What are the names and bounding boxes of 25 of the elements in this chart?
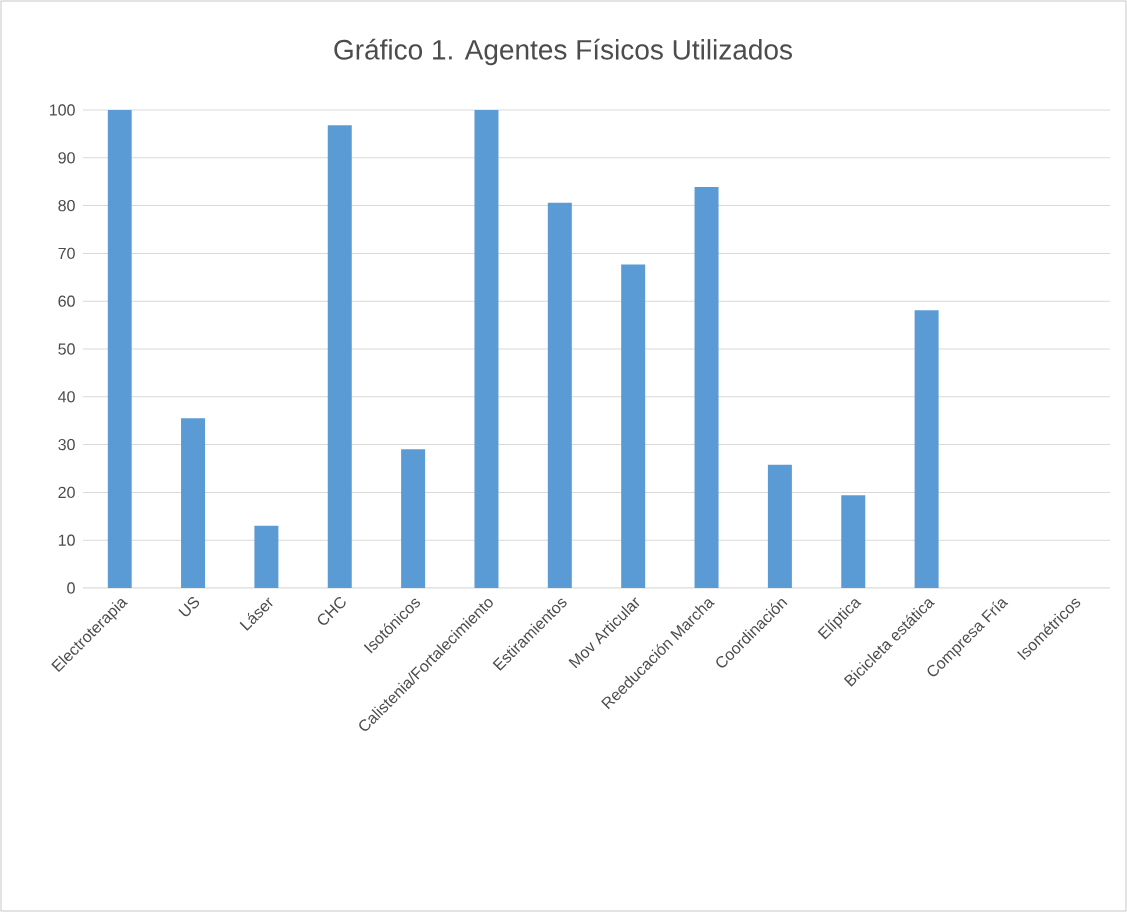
bar xyxy=(327,125,352,588)
y-tick-label: 100 xyxy=(50,104,75,116)
bar xyxy=(767,464,792,588)
y-tick-label: 0 xyxy=(67,582,75,594)
bar xyxy=(474,109,499,588)
bar xyxy=(401,449,426,588)
y-tick-label: 60 xyxy=(58,295,75,307)
bar xyxy=(107,109,132,588)
bar xyxy=(181,418,206,588)
y-tick-label: 80 xyxy=(58,199,75,212)
y-tick-label: 40 xyxy=(58,391,75,403)
y-tick-label: 10 xyxy=(58,534,75,546)
bar xyxy=(254,525,279,588)
y-tick-label: 20 xyxy=(58,486,75,499)
bar xyxy=(841,495,866,588)
y-tick-label: 70 xyxy=(58,247,75,260)
chart-title: Gráfico 1. Agentes Físicos Utilizados xyxy=(334,38,792,66)
bar xyxy=(694,186,719,588)
y-tick-label: 30 xyxy=(58,438,75,451)
bar xyxy=(914,310,939,588)
x-tick-label: US xyxy=(178,596,200,617)
bar xyxy=(547,202,572,588)
bar xyxy=(621,264,646,588)
y-tick-label: 90 xyxy=(58,152,75,164)
y-tick-label: 50 xyxy=(58,343,75,355)
